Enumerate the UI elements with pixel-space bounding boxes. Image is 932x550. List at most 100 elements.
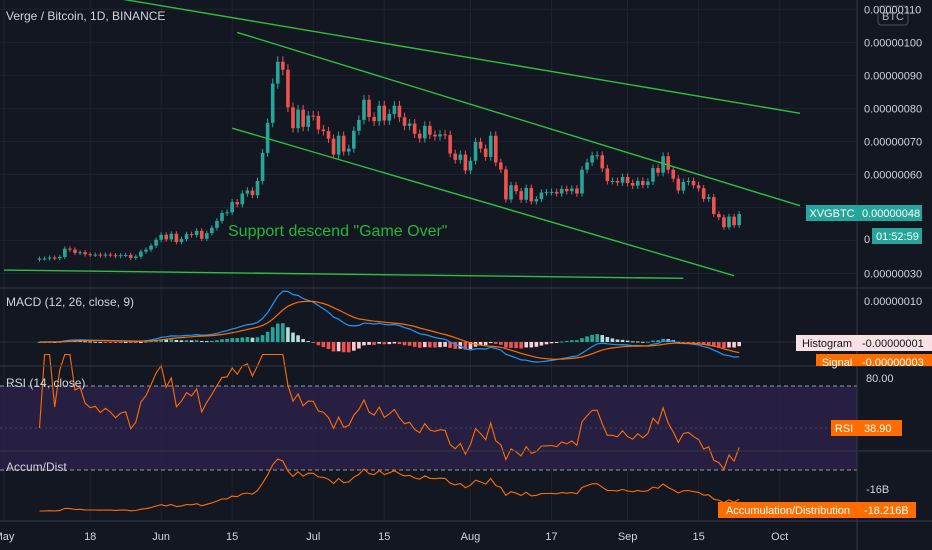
candle-body (620, 177, 625, 183)
candle-body (534, 199, 539, 202)
macd-histogram-bar (499, 342, 503, 345)
time-axis[interactable]: May 18 Jun 15 Jul 15 Aug 17 Sep 15 Oct (0, 531, 788, 543)
candle-body (139, 251, 143, 257)
price-pane[interactable] (3, 0, 801, 280)
macd-histogram-bar (564, 340, 569, 342)
macd-histogram-bar (615, 339, 620, 342)
candle-body (676, 178, 681, 191)
macd-histogram-bar (488, 342, 493, 344)
macd-histogram-bar (235, 338, 240, 342)
macd-histogram-bar (336, 342, 341, 352)
macd-histogram-bar (144, 341, 148, 343)
candle-body (417, 133, 422, 139)
candle-body (539, 192, 544, 200)
candle-body (144, 249, 148, 252)
currency-badge-text: BTC (882, 11, 904, 23)
candle-body (686, 180, 691, 182)
candle-body (215, 220, 219, 228)
macd-histogram-bar (519, 342, 523, 349)
macd-histogram-bar (478, 342, 483, 346)
time-tick-label: Jun (152, 531, 170, 543)
macd-histogram-bar (78, 341, 82, 343)
candle-body (357, 119, 361, 131)
candle-body (559, 188, 564, 194)
price-tick-label: 0.00000070 (864, 136, 922, 148)
candle-body (98, 254, 103, 256)
candle-body (93, 254, 98, 256)
histogram-label: Histogram (802, 338, 852, 350)
candle-body (270, 83, 275, 123)
macd-histogram-bar (727, 342, 731, 348)
rsi-axis-tick: 80.00 (866, 373, 894, 385)
macd-histogram-bar (362, 342, 366, 346)
macd-histogram-bar (139, 342, 143, 343)
macd-histogram-bar (255, 337, 260, 342)
price-tick-label: 0.00000100 (864, 37, 922, 49)
macd-histogram-bar (468, 342, 473, 349)
macd-histogram-bar (123, 342, 128, 343)
currency-badge[interactable]: BTC (877, 5, 909, 26)
macd-histogram-bar (554, 342, 559, 343)
candle-body (331, 138, 336, 155)
time-tick-label: Jul (306, 531, 320, 543)
macd-histogram-bar (154, 340, 158, 342)
macd-histogram-bar (199, 340, 204, 342)
countdown-box (872, 228, 922, 244)
macd-histogram-bar (443, 342, 447, 347)
current-price-box (858, 205, 922, 221)
rsi-title: RSI (14, close) (6, 376, 85, 390)
macd-histogram-bar (493, 342, 498, 344)
macd-histogram-bar (412, 342, 417, 347)
macd-histogram-bar (37, 342, 42, 343)
price-axis[interactable]: 0.00000110 0.00000100 0.00000090 0.00000080… (864, 4, 922, 280)
candle-body (326, 131, 331, 139)
ad-marker: Accumulation/Distribution -18.216B (718, 502, 916, 518)
histogram-value: -0.00000001 (862, 338, 924, 350)
candle-body (448, 135, 452, 154)
macd-histogram-bar (717, 342, 721, 348)
accum-dist-pane[interactable] (39, 458, 740, 512)
macd-histogram-bar (696, 342, 701, 344)
candle-body (311, 115, 316, 117)
macd-histogram-bar (397, 342, 402, 345)
macd-pane[interactable] (37, 290, 741, 363)
candle-body (458, 154, 463, 160)
signal-label-box (816, 354, 858, 366)
macd-histogram-bar (205, 341, 209, 343)
macd-histogram-bar (245, 337, 250, 342)
candle-body (174, 233, 179, 243)
candle-body (625, 177, 630, 183)
time-tick-label: 15 (378, 531, 390, 543)
rsi-pane[interactable] (0, 353, 857, 471)
macd-histogram-bar (433, 342, 437, 348)
macd-axis-tick: 0.00000010 (864, 296, 922, 308)
candle-body (37, 258, 42, 260)
candle-body (423, 125, 427, 139)
macd-histogram-bar (118, 342, 123, 343)
candle-body (407, 123, 412, 126)
macd-histogram-bar (331, 342, 336, 352)
candle-body (286, 69, 290, 108)
price-tick-label: 0.00000030 (864, 268, 922, 280)
support-annotation[interactable]: Support descend "Game Over" (228, 223, 447, 240)
candle-body (575, 188, 579, 194)
candle-body (128, 254, 133, 258)
macd-histogram-bar (103, 342, 108, 343)
candle-body (377, 105, 381, 122)
macd-histogram-bar (367, 342, 371, 345)
candle-body (88, 254, 92, 256)
rsi-marker: RSI 38.90 (831, 420, 902, 436)
candle-body (149, 245, 153, 250)
candle-body (73, 249, 77, 253)
candle-body (108, 254, 113, 256)
candle-body (78, 252, 82, 254)
candle-body (453, 153, 458, 160)
macd-histogram-bar (341, 342, 346, 353)
candle-body (580, 169, 584, 194)
candle-body (717, 213, 721, 218)
time-tick-label: Sep (618, 531, 638, 543)
macd-histogram-bar (544, 342, 549, 345)
candle-body (220, 212, 224, 221)
macd-histogram-bar (240, 337, 245, 342)
macd-histogram-bar (656, 340, 660, 342)
